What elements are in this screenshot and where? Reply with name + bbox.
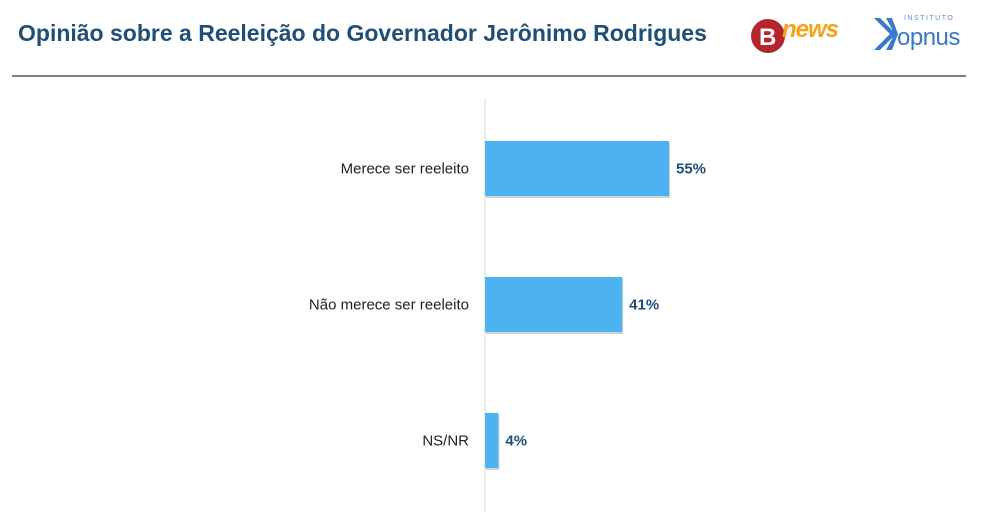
opnus-logo-mark bbox=[874, 18, 898, 50]
bar bbox=[485, 413, 499, 468]
bnews-logo-letter: B bbox=[759, 24, 776, 51]
bnews-logo: B bbox=[751, 19, 785, 53]
header-divider bbox=[12, 75, 966, 77]
header: Opinião sobre a Reeleição do Governador … bbox=[0, 0, 987, 77]
opnus-logo-subtitle: INSTITUTO bbox=[904, 15, 955, 22]
value-label: 41% bbox=[629, 297, 659, 314]
category-label: Merece ser reeleito bbox=[341, 161, 469, 178]
page-title: Opinião sobre a Reeleição do Governador … bbox=[18, 20, 707, 46]
bar-chart: Merece ser reeleito 55% Não merece ser ree… bbox=[309, 98, 706, 512]
value-label: 4% bbox=[505, 433, 527, 450]
value-label: 55% bbox=[676, 161, 706, 178]
category-label: NS/NR bbox=[422, 433, 469, 450]
bar bbox=[485, 141, 669, 196]
opnus-logo-shape bbox=[874, 18, 898, 50]
bnews-logo-text: news bbox=[782, 16, 839, 43]
bar bbox=[485, 277, 623, 332]
bnews-logo-circle bbox=[751, 19, 785, 53]
category-label: Não merece ser reeleito bbox=[309, 297, 469, 314]
opnus-logo-text: opnus bbox=[897, 24, 960, 51]
